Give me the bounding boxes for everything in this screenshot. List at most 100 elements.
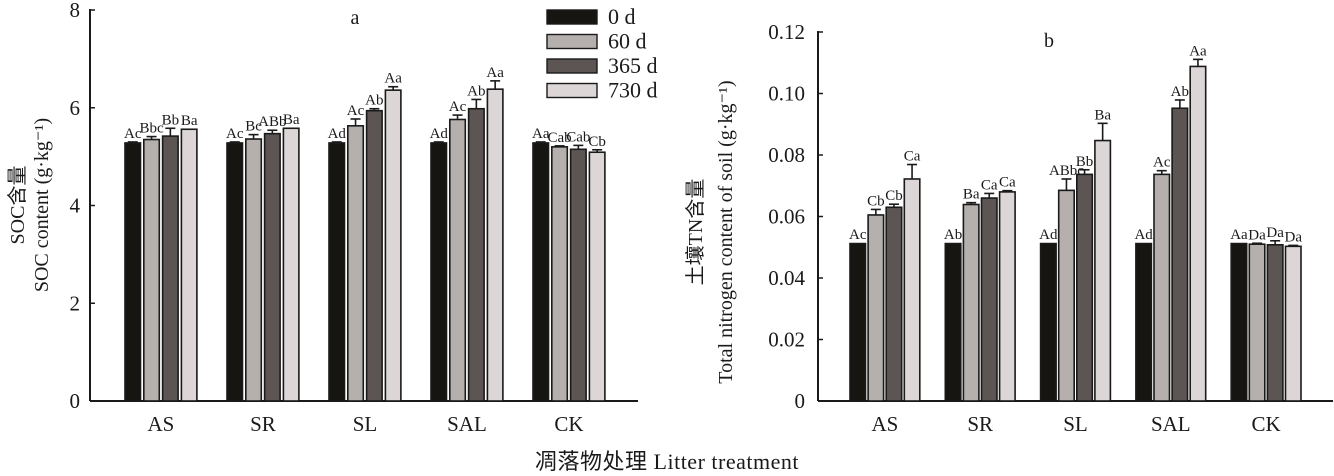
significance-label: Ad	[430, 126, 449, 142]
significance-label: Ca	[904, 149, 921, 165]
bar	[161, 135, 179, 402]
bar	[226, 142, 244, 402]
significance-label: Aa	[532, 126, 550, 142]
x-tick-label: SL	[353, 412, 378, 436]
bar	[124, 142, 142, 402]
panel-label: b	[1044, 30, 1054, 52]
bar	[282, 127, 300, 402]
x-tick-label: CK	[1252, 412, 1281, 436]
legend-label: 730 d	[608, 78, 658, 103]
panel-label: a	[351, 7, 360, 29]
bar	[365, 109, 383, 402]
significance-label: Ab	[365, 93, 383, 109]
bar	[1153, 173, 1171, 402]
significance-label: Cb	[588, 134, 606, 150]
significance-label: Ba	[181, 113, 198, 129]
bar	[245, 138, 263, 402]
x-tick-label: SR	[250, 412, 276, 436]
significance-label: Aa	[1230, 227, 1248, 243]
bar	[980, 197, 998, 402]
significance-label: Ab	[944, 227, 962, 243]
legend-swatch	[546, 58, 598, 74]
bar	[569, 148, 587, 402]
significance-label: Ac	[226, 126, 244, 142]
bar	[867, 214, 885, 402]
significance-label: Cb	[885, 188, 903, 204]
significance-label: Cb	[867, 193, 885, 209]
significance-label: Ba	[963, 187, 980, 203]
y-tick-label: 0.06	[768, 205, 805, 229]
y-tick-label: 2	[70, 291, 81, 315]
significance-label: Ac	[124, 126, 142, 142]
x-axis-title: 凋落物处理 Litter treatment	[535, 449, 799, 474]
bar	[430, 142, 448, 402]
significance-label: Ad	[1134, 227, 1153, 243]
y-tick-label: 0.10	[768, 82, 805, 106]
y-tick-label: 4	[70, 194, 81, 218]
significance-label: Cab	[547, 130, 571, 146]
bar	[1094, 139, 1112, 402]
bar	[180, 128, 198, 402]
significance-label: Bb	[1076, 154, 1094, 170]
significance-label: ABbc	[1049, 163, 1084, 179]
significance-label: Ad	[328, 126, 347, 142]
significance-label: Da	[1285, 229, 1303, 245]
significance-label: Ac	[347, 103, 365, 119]
x-tick-label: SL	[1063, 412, 1088, 436]
significance-label: Ac	[849, 227, 867, 243]
bar	[263, 132, 281, 402]
bar	[1135, 242, 1153, 402]
bar	[885, 206, 903, 402]
bar	[1039, 242, 1057, 402]
significance-label: Ad	[1039, 227, 1058, 243]
bar	[384, 89, 402, 402]
significance-label: Ca	[981, 177, 998, 193]
y-tick-label: 0.04	[768, 266, 805, 290]
bar	[1171, 107, 1189, 402]
significance-label: Da	[1266, 225, 1284, 241]
significance-label: Bc	[245, 119, 262, 135]
bar	[1230, 242, 1248, 402]
bar	[944, 242, 962, 402]
legend-swatch	[546, 9, 598, 25]
legend-label: 60 d	[608, 29, 647, 54]
bar	[550, 146, 569, 402]
significance-label: Aa	[1189, 43, 1207, 59]
x-tick-label: CK	[554, 412, 583, 436]
significance-label: Cab	[566, 129, 590, 145]
bar	[143, 138, 161, 402]
legend-swatch	[546, 33, 598, 50]
x-tick-label: AS	[871, 412, 898, 436]
y-tick-label: 8	[70, 0, 81, 22]
x-tick-label: SAL	[1151, 412, 1191, 436]
significance-label: ABb	[258, 114, 286, 130]
significance-label: Ab	[467, 83, 485, 99]
significance-label: Bbc	[139, 121, 164, 137]
significance-label: Da	[1248, 227, 1266, 243]
bar	[903, 178, 921, 402]
y-tick-label: 0.12	[768, 20, 805, 44]
bar	[486, 88, 504, 402]
significance-label: Ca	[999, 175, 1016, 191]
x-tick-label: SAL	[447, 412, 487, 436]
y-tick-label: 0.08	[768, 143, 805, 167]
significance-label: Aa	[486, 65, 504, 81]
significance-label: Ac	[1153, 155, 1171, 171]
y-tick-label: 0	[70, 389, 81, 413]
x-tick-label: SR	[967, 412, 993, 436]
bar	[998, 191, 1016, 402]
bar-group-as: Ac Cb Cb Ca	[849, 149, 921, 402]
significance-label: Ba	[283, 112, 300, 128]
y-tick-label: 6	[70, 96, 81, 120]
y-axis-title-zh: SOC含量	[6, 166, 29, 245]
y-tick-label: 0	[795, 389, 806, 413]
